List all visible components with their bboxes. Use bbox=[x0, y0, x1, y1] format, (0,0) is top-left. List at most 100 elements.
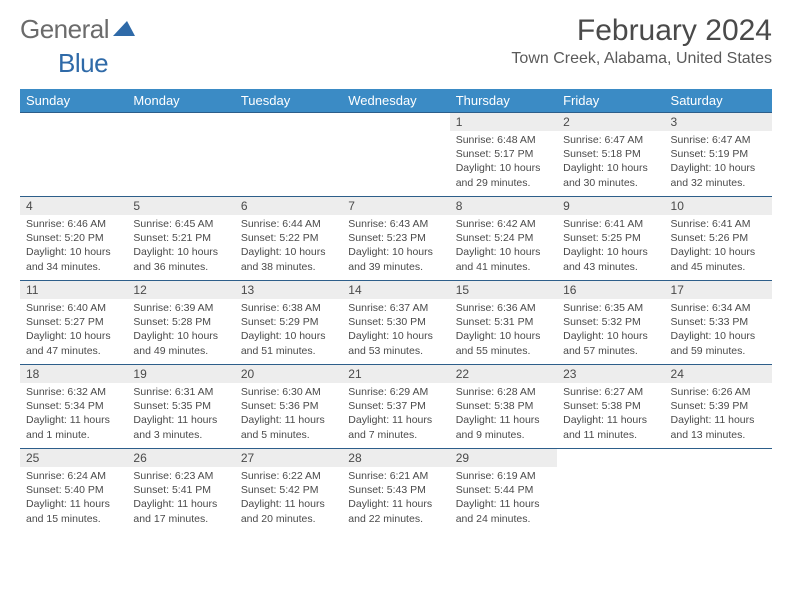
sunset-text: Sunset: 5:44 PM bbox=[456, 483, 551, 497]
sunrise-text: Sunrise: 6:37 AM bbox=[348, 301, 443, 315]
calendar-day-cell: 17Sunrise: 6:34 AMSunset: 5:33 PMDayligh… bbox=[665, 281, 772, 365]
calendar-table: SundayMondayTuesdayWednesdayThursdayFrid… bbox=[20, 89, 772, 533]
calendar-day-cell: 24Sunrise: 6:26 AMSunset: 5:39 PMDayligh… bbox=[665, 365, 772, 449]
calendar-day-cell: 9Sunrise: 6:41 AMSunset: 5:25 PMDaylight… bbox=[557, 197, 664, 281]
day-details: Sunrise: 6:28 AMSunset: 5:38 PMDaylight:… bbox=[450, 383, 557, 446]
calendar-header-row: SundayMondayTuesdayWednesdayThursdayFrid… bbox=[20, 89, 772, 113]
sunset-text: Sunset: 5:39 PM bbox=[671, 399, 766, 413]
sunset-text: Sunset: 5:24 PM bbox=[456, 231, 551, 245]
day-number: 9 bbox=[557, 197, 664, 215]
day-details: Sunrise: 6:37 AMSunset: 5:30 PMDaylight:… bbox=[342, 299, 449, 362]
day-number: 12 bbox=[127, 281, 234, 299]
day-details: Sunrise: 6:42 AMSunset: 5:24 PMDaylight:… bbox=[450, 215, 557, 278]
sunset-text: Sunset: 5:36 PM bbox=[241, 399, 336, 413]
sunrise-text: Sunrise: 6:27 AM bbox=[563, 385, 658, 399]
day-number: 15 bbox=[450, 281, 557, 299]
daylight-text-1: Daylight: 11 hours bbox=[456, 413, 551, 427]
day-details: Sunrise: 6:36 AMSunset: 5:31 PMDaylight:… bbox=[450, 299, 557, 362]
daylight-text-1: Daylight: 10 hours bbox=[241, 329, 336, 343]
calendar-day-cell bbox=[127, 113, 234, 197]
day-details: Sunrise: 6:24 AMSunset: 5:40 PMDaylight:… bbox=[20, 467, 127, 530]
daylight-text-2: and 17 minutes. bbox=[133, 512, 228, 526]
daylight-text-2: and 49 minutes. bbox=[133, 344, 228, 358]
month-title: February 2024 bbox=[511, 14, 772, 48]
sunset-text: Sunset: 5:17 PM bbox=[456, 147, 551, 161]
day-number: 17 bbox=[665, 281, 772, 299]
sunrise-text: Sunrise: 6:45 AM bbox=[133, 217, 228, 231]
daylight-text-2: and 47 minutes. bbox=[26, 344, 121, 358]
day-details: Sunrise: 6:38 AMSunset: 5:29 PMDaylight:… bbox=[235, 299, 342, 362]
calendar-day-cell: 7Sunrise: 6:43 AMSunset: 5:23 PMDaylight… bbox=[342, 197, 449, 281]
day-number: 24 bbox=[665, 365, 772, 383]
sunset-text: Sunset: 5:26 PM bbox=[671, 231, 766, 245]
day-number: 3 bbox=[665, 113, 772, 131]
sunrise-text: Sunrise: 6:36 AM bbox=[456, 301, 551, 315]
daylight-text-2: and 57 minutes. bbox=[563, 344, 658, 358]
daylight-text-1: Daylight: 10 hours bbox=[348, 329, 443, 343]
daylight-text-1: Daylight: 11 hours bbox=[456, 497, 551, 511]
daylight-text-2: and 59 minutes. bbox=[671, 344, 766, 358]
day-number: 18 bbox=[20, 365, 127, 383]
daylight-text-2: and 45 minutes. bbox=[671, 260, 766, 274]
daylight-text-2: and 36 minutes. bbox=[133, 260, 228, 274]
calendar-day-cell: 26Sunrise: 6:23 AMSunset: 5:41 PMDayligh… bbox=[127, 449, 234, 533]
sunset-text: Sunset: 5:42 PM bbox=[241, 483, 336, 497]
day-details: Sunrise: 6:26 AMSunset: 5:39 PMDaylight:… bbox=[665, 383, 772, 446]
logo-text-2: Blue bbox=[58, 48, 108, 78]
day-number: 5 bbox=[127, 197, 234, 215]
sunset-text: Sunset: 5:29 PM bbox=[241, 315, 336, 329]
daylight-text-2: and 30 minutes. bbox=[563, 176, 658, 190]
sunrise-text: Sunrise: 6:34 AM bbox=[671, 301, 766, 315]
day-details: Sunrise: 6:31 AMSunset: 5:35 PMDaylight:… bbox=[127, 383, 234, 446]
day-details: Sunrise: 6:21 AMSunset: 5:43 PMDaylight:… bbox=[342, 467, 449, 530]
day-number: 26 bbox=[127, 449, 234, 467]
calendar-day-cell: 23Sunrise: 6:27 AMSunset: 5:38 PMDayligh… bbox=[557, 365, 664, 449]
daylight-text-1: Daylight: 11 hours bbox=[348, 413, 443, 427]
day-number: 21 bbox=[342, 365, 449, 383]
calendar-day-cell: 3Sunrise: 6:47 AMSunset: 5:19 PMDaylight… bbox=[665, 113, 772, 197]
weekday-header: Saturday bbox=[665, 89, 772, 113]
daylight-text-1: Daylight: 10 hours bbox=[456, 161, 551, 175]
sunrise-text: Sunrise: 6:23 AM bbox=[133, 469, 228, 483]
day-details: Sunrise: 6:47 AMSunset: 5:18 PMDaylight:… bbox=[557, 131, 664, 194]
location-text: Town Creek, Alabama, United States bbox=[511, 50, 772, 68]
daylight-text-2: and 11 minutes. bbox=[563, 428, 658, 442]
day-details: Sunrise: 6:43 AMSunset: 5:23 PMDaylight:… bbox=[342, 215, 449, 278]
sunset-text: Sunset: 5:23 PM bbox=[348, 231, 443, 245]
calendar-week-row: 1Sunrise: 6:48 AMSunset: 5:17 PMDaylight… bbox=[20, 113, 772, 197]
calendar-week-row: 11Sunrise: 6:40 AMSunset: 5:27 PMDayligh… bbox=[20, 281, 772, 365]
logo-text-1: General bbox=[20, 14, 109, 45]
daylight-text-2: and 53 minutes. bbox=[348, 344, 443, 358]
calendar-day-cell: 20Sunrise: 6:30 AMSunset: 5:36 PMDayligh… bbox=[235, 365, 342, 449]
daylight-text-1: Daylight: 10 hours bbox=[563, 329, 658, 343]
day-number: 6 bbox=[235, 197, 342, 215]
daylight-text-1: Daylight: 10 hours bbox=[456, 245, 551, 259]
sunset-text: Sunset: 5:27 PM bbox=[26, 315, 121, 329]
daylight-text-1: Daylight: 10 hours bbox=[671, 161, 766, 175]
calendar-day-cell: 22Sunrise: 6:28 AMSunset: 5:38 PMDayligh… bbox=[450, 365, 557, 449]
sunrise-text: Sunrise: 6:35 AM bbox=[563, 301, 658, 315]
weekday-header: Thursday bbox=[450, 89, 557, 113]
daylight-text-2: and 43 minutes. bbox=[563, 260, 658, 274]
daylight-text-1: Daylight: 10 hours bbox=[563, 245, 658, 259]
sunrise-text: Sunrise: 6:26 AM bbox=[671, 385, 766, 399]
sunset-text: Sunset: 5:43 PM bbox=[348, 483, 443, 497]
calendar-body: 1Sunrise: 6:48 AMSunset: 5:17 PMDaylight… bbox=[20, 113, 772, 533]
daylight-text-2: and 41 minutes. bbox=[456, 260, 551, 274]
daylight-text-1: Daylight: 11 hours bbox=[241, 413, 336, 427]
calendar-day-cell: 10Sunrise: 6:41 AMSunset: 5:26 PMDayligh… bbox=[665, 197, 772, 281]
sunrise-text: Sunrise: 6:39 AM bbox=[133, 301, 228, 315]
day-details: Sunrise: 6:19 AMSunset: 5:44 PMDaylight:… bbox=[450, 467, 557, 530]
daylight-text-1: Daylight: 10 hours bbox=[348, 245, 443, 259]
weekday-header: Monday bbox=[127, 89, 234, 113]
sunset-text: Sunset: 5:37 PM bbox=[348, 399, 443, 413]
daylight-text-1: Daylight: 11 hours bbox=[241, 497, 336, 511]
daylight-text-1: Daylight: 10 hours bbox=[671, 245, 766, 259]
daylight-text-2: and 7 minutes. bbox=[348, 428, 443, 442]
day-number: 13 bbox=[235, 281, 342, 299]
daylight-text-2: and 29 minutes. bbox=[456, 176, 551, 190]
calendar-day-cell: 25Sunrise: 6:24 AMSunset: 5:40 PMDayligh… bbox=[20, 449, 127, 533]
daylight-text-2: and 13 minutes. bbox=[671, 428, 766, 442]
sunrise-text: Sunrise: 6:22 AM bbox=[241, 469, 336, 483]
calendar-day-cell bbox=[342, 113, 449, 197]
